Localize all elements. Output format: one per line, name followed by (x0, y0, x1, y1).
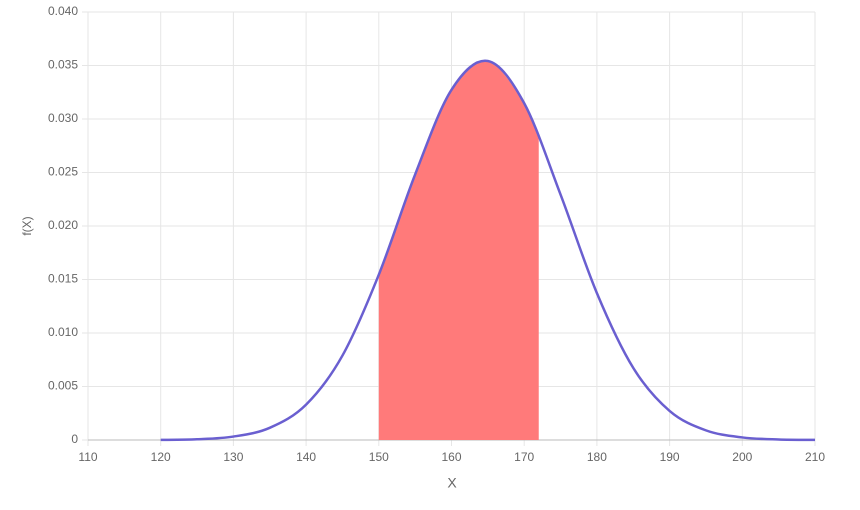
x-tick-label: 130 (223, 450, 243, 464)
y-tick-label: 0.020 (48, 218, 78, 232)
y-tick-label: 0.040 (48, 4, 78, 18)
y-tick-label: 0.005 (48, 379, 78, 393)
x-tick-label: 110 (78, 450, 97, 464)
y-tick-label: 0.015 (48, 272, 78, 286)
x-tick-label: 170 (514, 450, 534, 464)
y-tick-label: 0.010 (48, 325, 78, 339)
y-tick-label: 0 (71, 432, 78, 446)
x-tick-label: 160 (441, 450, 461, 464)
x-axis-label: X (447, 475, 457, 491)
y-tick-label: 0.025 (48, 165, 78, 179)
x-tick-label: 140 (296, 450, 316, 464)
x-tick-label: 180 (587, 450, 607, 464)
shaded-area (378, 60, 539, 440)
density-curve (160, 59, 816, 442)
x-tick-label: 200 (732, 450, 752, 464)
x-tick-label: 150 (369, 450, 389, 464)
y-tick-label: 0.035 (48, 58, 78, 72)
y-tick-label: 0.030 (48, 111, 78, 125)
x-tick-label: 120 (151, 450, 171, 464)
x-tick-label: 190 (660, 450, 680, 464)
y-axis-label: f(X) (20, 216, 34, 235)
x-tick-label: 210 (805, 450, 825, 464)
